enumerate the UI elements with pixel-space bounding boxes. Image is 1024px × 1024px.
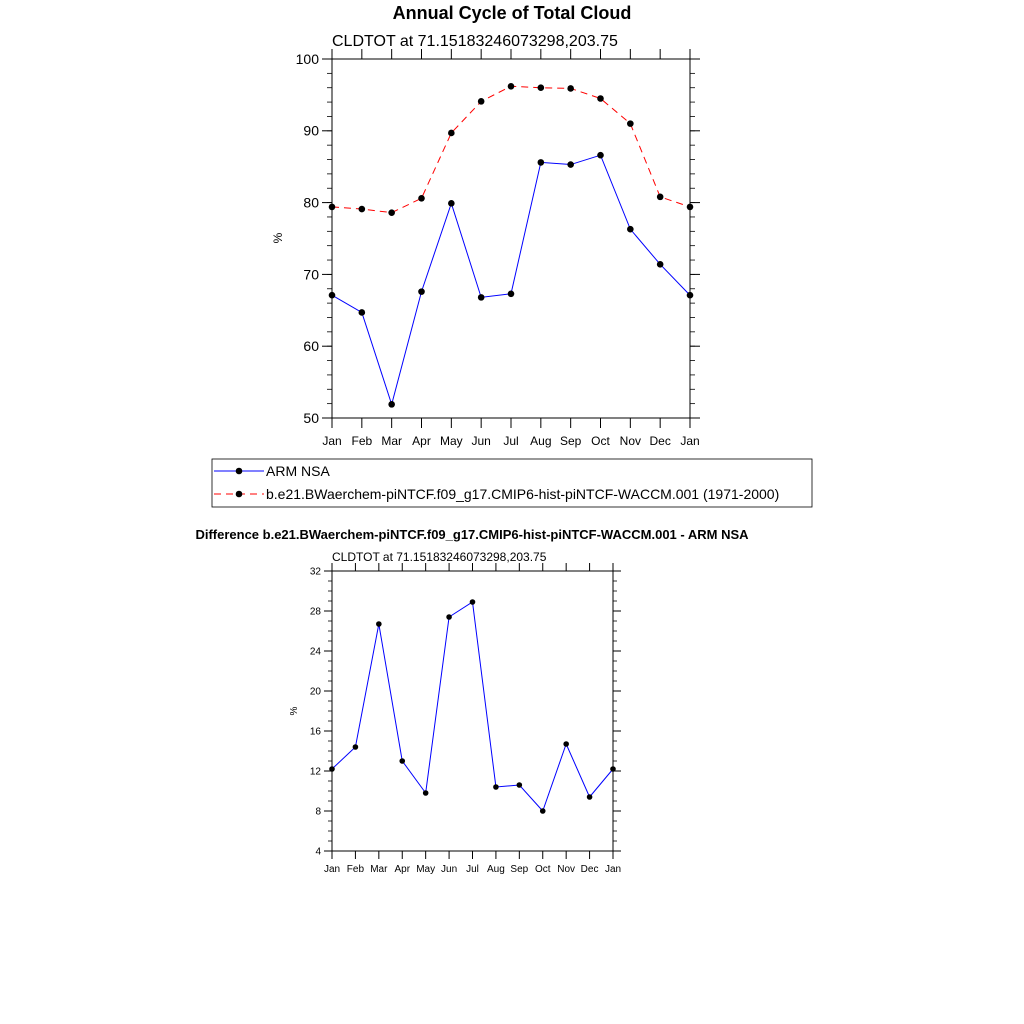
series-0-point: [399, 758, 406, 764]
series-0-point: [469, 599, 476, 605]
legend-label-model: b.e21.BWaerchem-piNTCF.f09_g17.CMIP6-his…: [266, 486, 779, 502]
series-1-point: [418, 194, 425, 202]
series-1-point: [358, 205, 366, 213]
difference-subtitle: CLDTOT at 71.15183246073298,203.75: [332, 550, 547, 564]
x-tick-label: Dec: [649, 434, 670, 448]
series-1-point: [597, 95, 604, 102]
legend-label-arm: ARM NSA: [266, 463, 330, 479]
legend: ARM NSA b.e21.BWaerchem-piNTCF.f09_g17.C…: [211, 458, 813, 508]
y-tick-label: 20: [310, 687, 322, 698]
series-0-point: [376, 621, 382, 627]
series-0-point: [586, 794, 593, 800]
y-tick-label: 70: [303, 266, 319, 282]
x-tick-label: Aug: [530, 434, 551, 448]
x-tick-label: Oct: [591, 434, 610, 448]
x-tick-label: Jan: [680, 434, 699, 448]
x-tick-label: Feb: [347, 864, 365, 875]
y-tick-label: 4: [315, 847, 321, 858]
series-0-point: [537, 159, 545, 166]
series-1-point: [507, 82, 515, 90]
y-tick-label: 90: [303, 123, 319, 139]
series-1-point: [328, 203, 336, 211]
y-tick-label: 28: [310, 607, 322, 618]
legend-box: [211, 458, 813, 508]
plot-frame: [331, 58, 691, 419]
y-tick-label: 32: [310, 567, 322, 578]
x-tick-label: May: [440, 434, 463, 448]
series-1-point: [448, 129, 455, 137]
x-tick-label: Apr: [394, 864, 410, 875]
x-tick-label: Jul: [466, 864, 479, 875]
x-tick-label: Jan: [605, 864, 621, 875]
x-tick-label: Mar: [370, 864, 388, 875]
series-0-point: [448, 200, 455, 207]
series-0-point: [388, 401, 395, 408]
series-0-point: [328, 291, 336, 299]
series-0-point: [656, 261, 664, 268]
chart-title: Annual Cycle of Total Cloud: [393, 3, 632, 23]
series-0-point: [563, 741, 569, 747]
series-line-0: [331, 154, 691, 407]
series-0-point: [446, 614, 452, 620]
series-0-point: [477, 294, 485, 301]
series-1-point: [477, 98, 485, 105]
plot-frame-2: [331, 570, 614, 852]
series-line-1: [331, 85, 691, 214]
y-tick-label: 100: [296, 51, 320, 67]
difference-title: Difference b.e21.BWaerchem-piNTCF.f09_g1…: [195, 527, 749, 542]
y-tick-label: 80: [303, 195, 319, 211]
x-tick-label: Aug: [487, 864, 505, 875]
series-1-point: [388, 209, 395, 216]
y-tick-label: 12: [310, 767, 322, 778]
series-1-point: [537, 84, 545, 92]
series-1-point: [567, 85, 574, 92]
series-0-point: [422, 790, 429, 796]
series-0-point: [352, 744, 359, 750]
series-0-point: [358, 309, 366, 316]
series-0-point: [627, 225, 634, 233]
chart-annual-cycle: Annual Cycle of Total Cloud CLDTOT at 71…: [271, 3, 700, 448]
series-1-point: [627, 120, 634, 127]
y-tick-label: 50: [303, 410, 319, 426]
x-tick-label: Nov: [557, 864, 575, 875]
x-tick-label: Jun: [441, 864, 457, 875]
x-tick-label: Oct: [535, 864, 551, 875]
series-0-point: [493, 784, 499, 790]
x-tick-label: Apr: [412, 434, 431, 448]
x-tick-label: Jun: [471, 434, 490, 448]
x-tick-label: Sep: [510, 864, 528, 875]
chart-subtitle: CLDTOT at 71.15183246073298,203.75: [332, 33, 618, 50]
y-tick-label: 8: [315, 807, 321, 818]
series-1-point: [686, 203, 694, 211]
x-tick-label: Dec: [581, 864, 599, 875]
x-tick-label: Feb: [351, 434, 372, 448]
x-tick-label: Sep: [560, 434, 582, 448]
series-0-point: [329, 766, 335, 772]
y-axis-label: %: [271, 232, 285, 243]
x-tick-label: Jul: [503, 434, 518, 448]
chart-difference: Difference b.e21.BWaerchem-piNTCF.f09_g1…: [195, 527, 749, 875]
series-line-0: [331, 601, 614, 812]
y-axis-label-2: %: [289, 706, 300, 715]
x-tick-label: Nov: [620, 434, 641, 448]
series-0-point: [597, 151, 604, 159]
series-0-point: [516, 782, 523, 788]
series-0-point: [610, 766, 616, 772]
series-0-point: [507, 290, 515, 298]
legend-marker-arm: [235, 467, 243, 475]
x-tick-label: Jan: [324, 864, 340, 875]
series-0-point: [418, 288, 425, 295]
legend-marker-model: [235, 490, 243, 498]
series-0-point: [686, 291, 694, 299]
y-tick-label: 60: [303, 338, 319, 354]
y-tick-label: 24: [310, 647, 322, 658]
x-tick-label: Jan: [322, 434, 341, 448]
series-1-point: [656, 193, 664, 201]
x-tick-label: Mar: [381, 434, 402, 448]
y-tick-label: 16: [310, 727, 322, 738]
x-tick-label: May: [416, 864, 435, 875]
series-0-point: [567, 161, 574, 168]
series-0-point: [539, 808, 546, 814]
